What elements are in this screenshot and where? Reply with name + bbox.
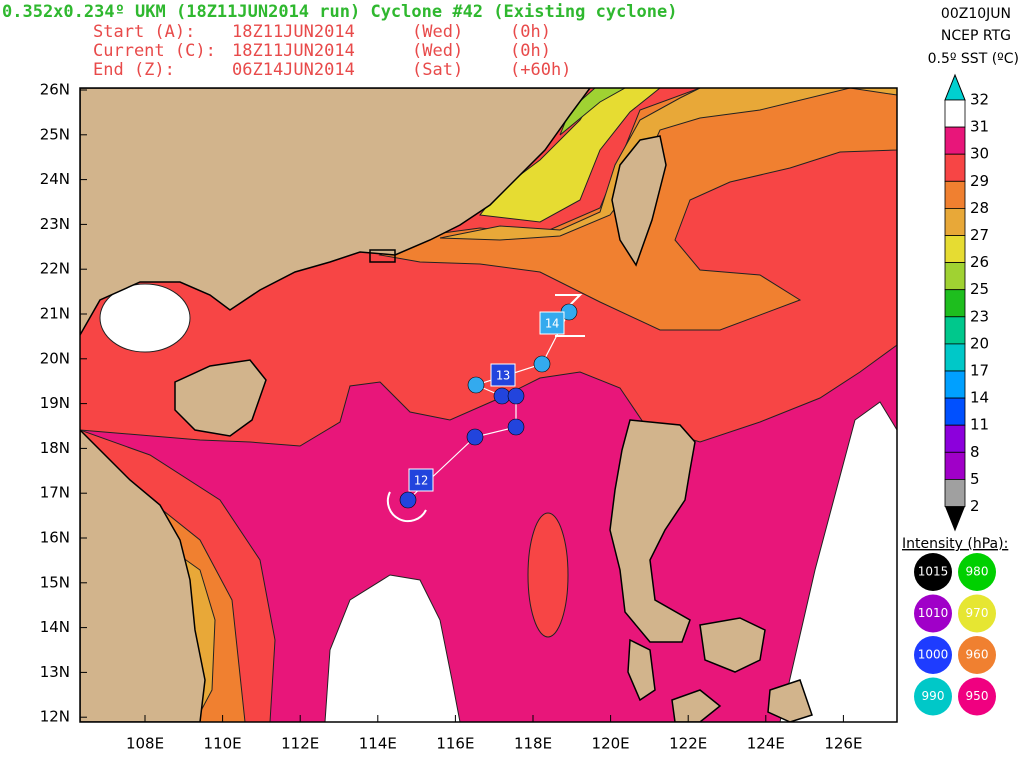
sst-date: 00Z10JUN <box>941 6 1011 22</box>
lon-label: 112E <box>281 735 319 753</box>
colorbar-segment <box>944 397 966 426</box>
colorbar-segment <box>944 478 966 507</box>
lat-label: 25N <box>40 125 70 143</box>
lat-label: 14N <box>40 618 70 636</box>
storm-day-label: 14 <box>545 317 559 331</box>
colorbar-segment <box>944 99 966 128</box>
colorbar-segment <box>944 126 966 155</box>
header-field: (0h) <box>510 41 551 61</box>
colorbar-label: 28 <box>970 199 989 217</box>
intensity-swatch <box>914 677 952 716</box>
colorbar-segment <box>944 316 966 345</box>
intensity-title: Intensity (hPa): <box>902 536 1008 552</box>
colorbar-segment <box>944 289 966 318</box>
header-field: (Wed) <box>412 41 463 61</box>
colorbar-segment <box>944 235 966 264</box>
lon-label: 118E <box>514 735 552 753</box>
lat-label: 20N <box>40 349 70 367</box>
lat-label: 13N <box>40 663 70 681</box>
header-field: Start (A): <box>93 22 195 42</box>
lon-label: 116E <box>436 735 474 753</box>
intensity-swatch <box>914 553 952 591</box>
sst-source: NCEP RTG <box>941 28 1011 44</box>
colorbar-segment <box>944 343 966 372</box>
header-field: End (Z): <box>93 60 175 80</box>
lon-label: 114E <box>359 735 397 753</box>
colorbar-label: 32 <box>970 91 989 109</box>
lon-label: 120E <box>592 735 630 753</box>
lat-label: 12N <box>40 708 70 726</box>
colorbar-arrow-top <box>944 73 966 101</box>
lon-label: 124E <box>747 735 785 753</box>
colorbar-segment <box>944 370 966 399</box>
header-field: Current (C): <box>93 41 216 61</box>
intensity-label: 970 <box>966 606 989 620</box>
sst-title: 0.5º SST (ºC) <box>928 51 1019 67</box>
colorbar-label: 25 <box>970 280 989 298</box>
intensity-label: 1015 <box>918 565 949 579</box>
colorbar-label: 29 <box>970 172 989 190</box>
colorbar-label: 8 <box>970 443 980 461</box>
colorbar-segment <box>944 262 966 291</box>
intensity-swatch <box>914 636 952 674</box>
header-field: 06Z14JUN2014 <box>232 60 355 80</box>
lat-label: 18N <box>40 439 70 457</box>
header-field: 18Z11JUN2014 <box>232 22 355 42</box>
title: 0.352x0.234º UKM (18Z11JUN2014 run) Cycl… <box>2 2 678 22</box>
intensity-label: 980 <box>966 565 989 579</box>
storm-day-label: 12 <box>414 474 428 488</box>
intensity-swatch <box>958 553 996 591</box>
colorbar-label: 20 <box>970 334 989 352</box>
colorbar-segment <box>944 207 966 236</box>
lon-label: 122E <box>669 735 707 753</box>
header-field: (Sat) <box>412 60 463 80</box>
intensity-label: 990 <box>922 689 945 703</box>
colorbar-label: 14 <box>970 389 989 407</box>
intensity-swatch <box>914 594 952 633</box>
lat-label: 16N <box>40 529 70 547</box>
colorbar-label: 5 <box>970 470 980 488</box>
colorbar-label: 17 <box>970 362 989 380</box>
colorbar-segment <box>944 451 966 480</box>
lon-label: 110E <box>204 735 242 753</box>
header-field: (+60h) <box>510 60 571 80</box>
lat-label: 17N <box>40 484 70 502</box>
colorbar-label: 11 <box>970 416 989 434</box>
colorbar-label: 31 <box>970 118 989 136</box>
intensity-swatch <box>958 594 996 633</box>
colorbar-label: 2 <box>970 497 980 515</box>
lat-label: 22N <box>40 260 70 278</box>
colorbar-label: 27 <box>970 226 989 244</box>
header-field: 18Z11JUN2014 <box>232 41 355 61</box>
lat-label: 21N <box>40 305 70 323</box>
header-field: (Wed) <box>412 22 463 42</box>
map: 12 13 14 <box>80 88 897 722</box>
lat-label: 24N <box>40 170 70 188</box>
lat-label: 15N <box>40 573 70 591</box>
colorbar-segment <box>944 180 966 209</box>
colorbar-label: 26 <box>970 253 989 271</box>
lon-label: 108E <box>126 735 164 753</box>
intensity-label: 1010 <box>918 606 949 620</box>
colorbar-label: 30 <box>970 145 989 163</box>
intensity-swatch <box>958 677 996 716</box>
colorbar-arrow-bottom <box>945 506 965 532</box>
header-field: (0h) <box>510 22 551 42</box>
lat-label: 19N <box>40 394 70 412</box>
intensity-label: 950 <box>966 689 989 703</box>
lon-label: 126E <box>824 735 862 753</box>
intensity-swatch <box>958 636 996 674</box>
lat-label: 26N <box>40 81 70 99</box>
lat-label: 23N <box>40 215 70 233</box>
colorbar-label: 23 <box>970 307 989 325</box>
colorbar-segment <box>944 424 966 453</box>
intensity-label: 1000 <box>918 648 949 662</box>
intensity-label: 960 <box>966 648 989 662</box>
colorbar-segment <box>944 153 966 182</box>
storm-day-label: 13 <box>496 369 510 383</box>
